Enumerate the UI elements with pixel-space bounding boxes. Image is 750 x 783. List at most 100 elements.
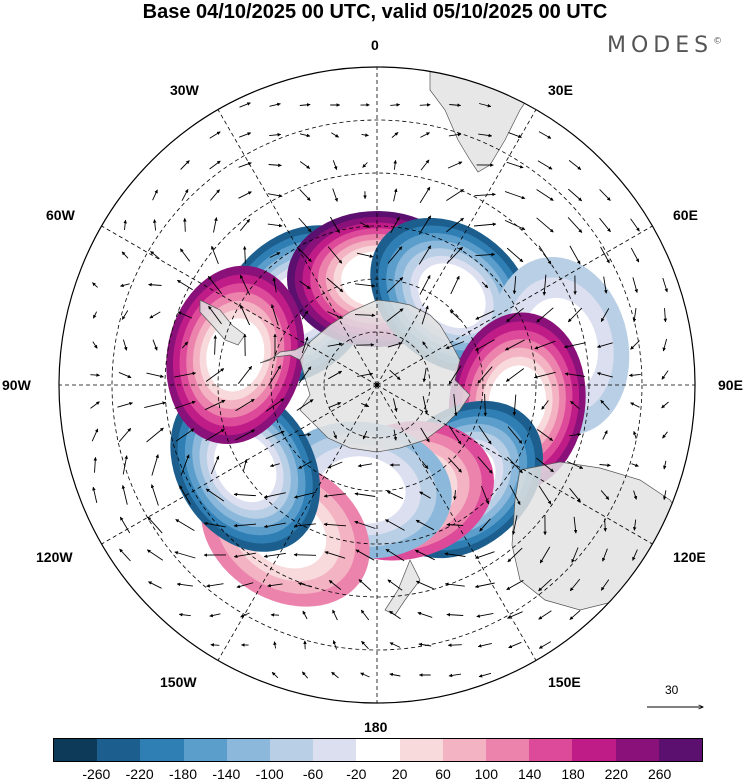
wind-vector (272, 277, 277, 293)
wind-vector (453, 394, 458, 417)
wind-vector (324, 551, 346, 559)
wind-vector (447, 246, 463, 264)
wind-vector (328, 370, 343, 380)
wind-vector (298, 217, 312, 233)
wind-vector (121, 310, 129, 320)
wind-vector (599, 463, 611, 467)
brand-copyright-mark: © (713, 36, 723, 47)
wind-vector (298, 366, 312, 384)
colorbar-label: -220 (125, 766, 154, 782)
wind-vector (630, 247, 640, 263)
wind-vector (206, 583, 224, 588)
wind-vector (630, 402, 640, 408)
wind-vector (418, 245, 432, 265)
brand-logo: MODES© (607, 33, 722, 58)
wind-vector (203, 521, 226, 528)
wind-vector (354, 313, 376, 318)
wind-vector (538, 485, 552, 505)
wind-vector (354, 492, 376, 497)
wind-vector (331, 671, 339, 679)
wind-vector (175, 428, 195, 442)
colorbar-label: 140 (517, 766, 542, 782)
colorbar-label: 220 (604, 766, 629, 782)
wind-vector (150, 250, 160, 260)
wind-vector (534, 340, 556, 350)
wind-vector (447, 643, 462, 647)
wind-vector (509, 485, 521, 506)
wind-vector (506, 247, 524, 263)
wind-vector (511, 515, 518, 536)
wind-vector (507, 611, 523, 619)
wind-vector (447, 161, 463, 169)
lon-label-150e: 150E (548, 674, 581, 690)
colorbar-label: -20 (346, 766, 367, 782)
wind-vector (148, 581, 162, 589)
wind-vector (475, 310, 495, 320)
wind-vector (533, 371, 556, 379)
wind-vector (569, 610, 581, 620)
wind-vector (91, 428, 99, 442)
wind-vector (662, 277, 668, 293)
wind-vector (90, 401, 100, 409)
wind-vector (631, 463, 639, 467)
colorbar-swatch-5 (270, 739, 314, 761)
wind-vector (301, 671, 309, 679)
latitude-circle (323, 331, 431, 439)
wind-vector (602, 430, 608, 440)
wind-vector (265, 430, 285, 440)
colorbar-swatch-12 (572, 739, 616, 761)
wind-vector (571, 547, 579, 563)
contour-band (418, 263, 486, 328)
wind-vector (328, 402, 342, 408)
wind-vector (479, 518, 491, 532)
wind-vector (146, 549, 164, 561)
wind-vector (121, 485, 128, 505)
wind-vector (389, 672, 401, 677)
wind-vector (205, 488, 225, 502)
wind-vector (570, 400, 580, 410)
wind-vector (628, 373, 641, 378)
wind-vector (298, 461, 312, 469)
wind-vector (239, 274, 251, 296)
wind-vector (332, 188, 338, 202)
wind-vector (238, 191, 252, 199)
wind-vector (539, 546, 551, 564)
wind-vector (537, 429, 553, 441)
wind-vector (390, 216, 400, 234)
wind-vector (92, 311, 98, 319)
wind-vector (242, 246, 247, 264)
wind-vector (181, 188, 189, 201)
wind-vector (327, 311, 344, 319)
wind-vector (506, 161, 524, 169)
wind-vector (149, 311, 161, 319)
lon-label-180: 180 (364, 719, 388, 735)
anomaly-neg-120w (170, 382, 321, 552)
wind-vector (123, 219, 127, 230)
wind-vector (150, 484, 159, 506)
wind-vector (446, 612, 464, 617)
contour-band (214, 432, 277, 503)
wind-vector (477, 642, 492, 648)
wind-vector (209, 613, 221, 618)
wind-vector (506, 579, 524, 591)
wind-vector (507, 426, 523, 444)
brand-name: MODES (607, 33, 714, 58)
colorbar-label: -60 (302, 766, 324, 782)
wind-vector (538, 610, 552, 620)
wind-vector (240, 612, 250, 618)
lon-label-30w: 30W (170, 82, 199, 98)
wind-vector (239, 219, 251, 231)
wind-vector (448, 425, 462, 445)
wind-vector (331, 132, 340, 138)
wind-vector (633, 490, 638, 500)
colorbar-label: -100 (255, 766, 284, 782)
lon-label-150w: 150W (160, 674, 197, 690)
wind-vector (293, 491, 316, 499)
wind-vector (445, 341, 465, 350)
wind-vector (596, 372, 613, 378)
wind-vector (563, 342, 586, 349)
wind-vector (174, 400, 196, 409)
map-title: Base 04/10/2025 00 UTC, valid 05/10/2025… (142, 1, 608, 23)
wind-vector (483, 393, 488, 417)
wind-vector (477, 366, 493, 384)
